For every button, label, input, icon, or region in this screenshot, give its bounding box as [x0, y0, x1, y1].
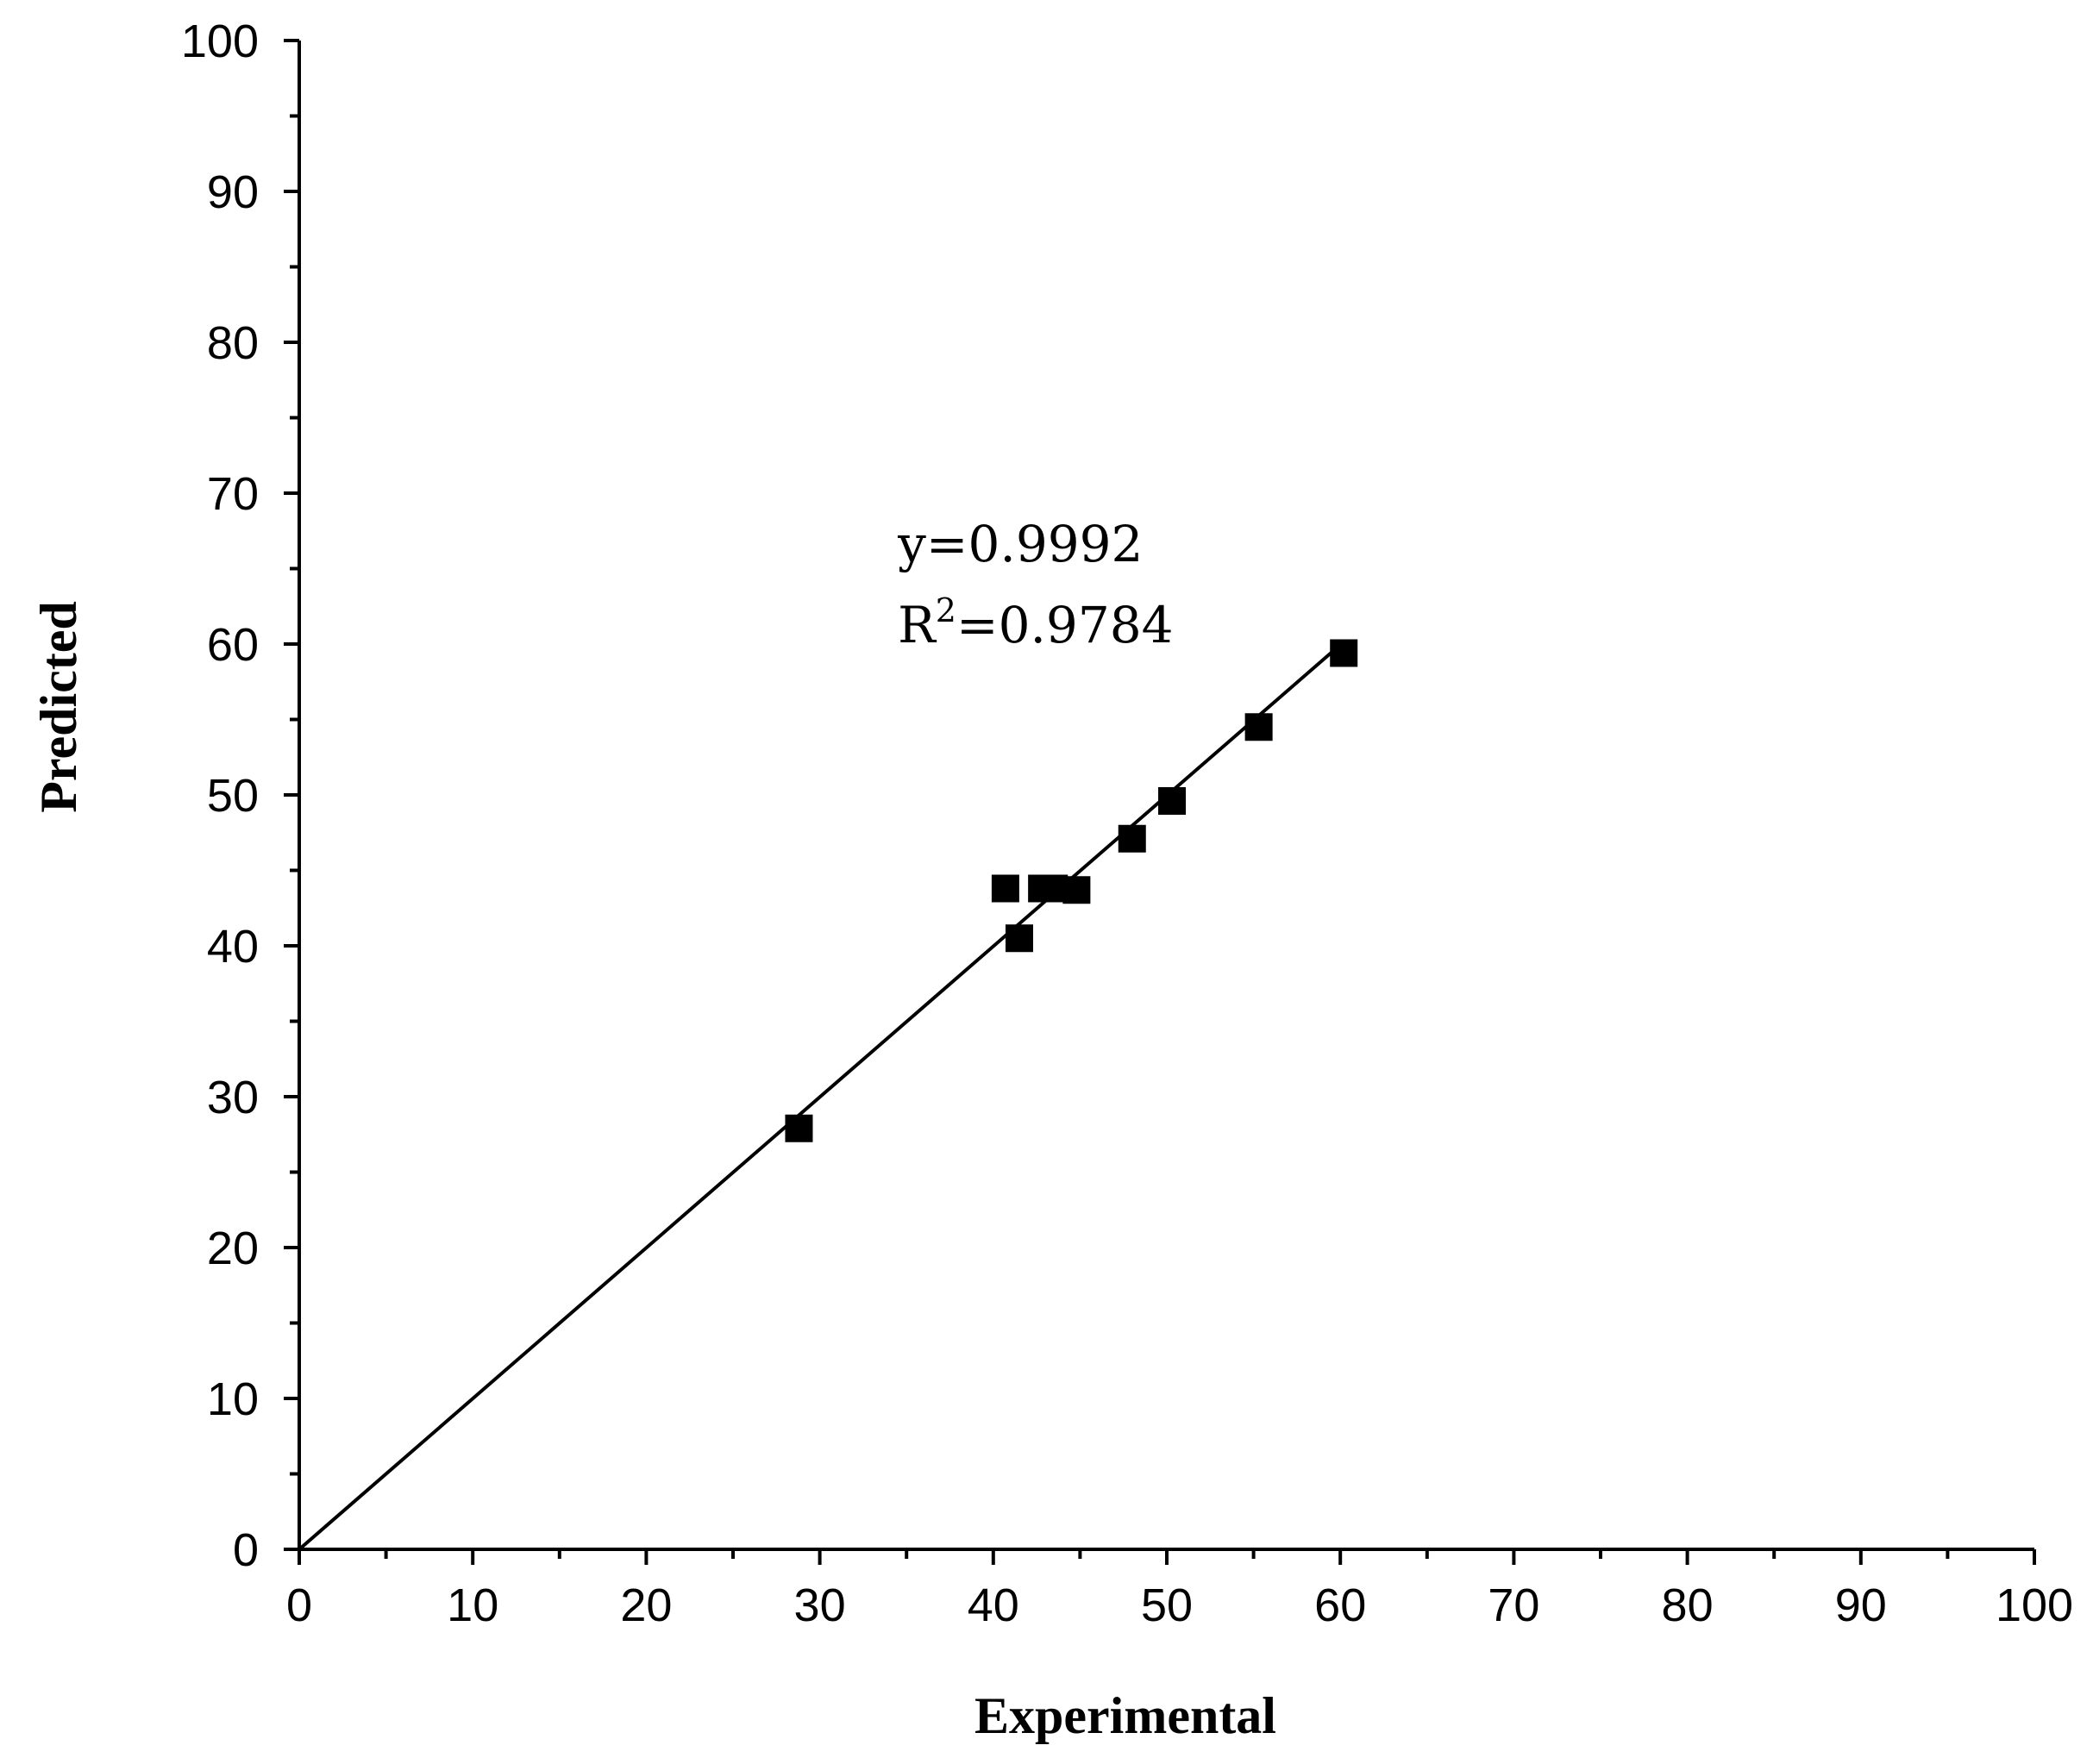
labels: Experimental Predicted — [30, 601, 1276, 1744]
data-point — [785, 1114, 813, 1142]
data-point — [1244, 713, 1273, 741]
y-tick-label: 40 — [207, 921, 259, 973]
y-axis-title: Predicted — [30, 601, 87, 812]
y-tick-label: 50 — [207, 770, 259, 822]
y-tick-label: 30 — [207, 1072, 259, 1123]
y-tick-label: 20 — [207, 1223, 259, 1274]
y-tick-label: 60 — [207, 619, 259, 671]
data-point — [1005, 924, 1033, 953]
data-point — [991, 874, 1019, 903]
y-tick-label: 90 — [207, 166, 259, 218]
data-points — [785, 639, 1358, 1142]
y-tick-label: 10 — [207, 1373, 259, 1425]
fit-line-group — [298, 640, 1345, 1551]
fit-annotation: y=0.9992 R2=0.9784 — [897, 515, 1173, 654]
equation-text: y=0.9992 — [897, 515, 1143, 573]
x-tick-label: 30 — [794, 1579, 846, 1631]
x-tick-label: 90 — [1835, 1579, 1887, 1631]
data-point — [1062, 876, 1091, 904]
x-axis-title: Experimental — [974, 1687, 1276, 1744]
y-tick-label: 80 — [207, 317, 259, 369]
x-tick-label: 40 — [968, 1579, 1019, 1631]
y-tick-label: 70 — [207, 468, 259, 520]
r-squared-value: =0.9784 — [956, 596, 1174, 654]
y-tick-label: 100 — [181, 16, 259, 67]
r-squared-text: R2=0.9784 — [898, 591, 1173, 654]
y-tick-label: 0 — [233, 1524, 259, 1576]
x-tick-label: 10 — [447, 1579, 498, 1631]
x-tick-label: 70 — [1488, 1579, 1539, 1631]
x-tick-label: 60 — [1314, 1579, 1366, 1631]
x-tick-label: 80 — [1662, 1579, 1714, 1631]
fit-line — [298, 640, 1345, 1551]
x-tick-label: 20 — [620, 1579, 672, 1631]
data-point — [1330, 639, 1358, 667]
data-point — [1158, 787, 1187, 815]
r-squared-superscript: 2 — [936, 591, 956, 629]
x-tick-label: 50 — [1141, 1579, 1193, 1631]
data-point — [1118, 824, 1146, 853]
r-squared-prefix: R — [898, 596, 937, 654]
x-tick-label: 100 — [1996, 1579, 2073, 1631]
ticks: 0 10 20 30 40 50 60 70 80 90 100 0 10 20 30 40 50 60 70 80 9… — [181, 16, 2073, 1631]
x-tick-label: 0 — [286, 1579, 312, 1631]
